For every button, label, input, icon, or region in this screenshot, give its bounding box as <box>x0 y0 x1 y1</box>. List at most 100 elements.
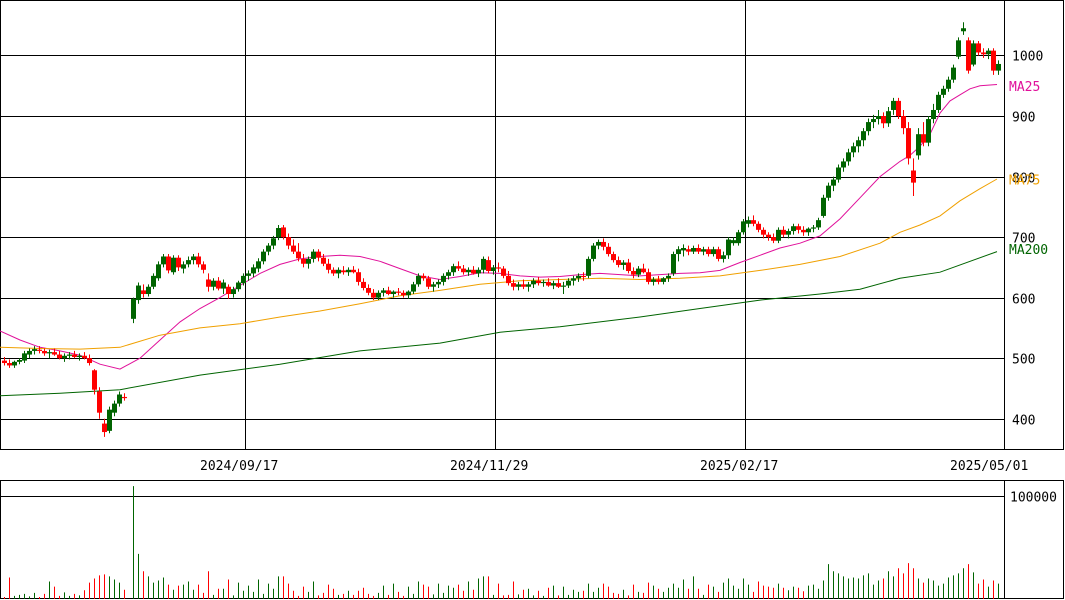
candle <box>931 103 936 124</box>
candle <box>221 279 226 295</box>
candle-body <box>401 292 406 296</box>
candle-body <box>946 79 951 89</box>
candle-body <box>791 226 796 232</box>
candle <box>896 97 901 120</box>
candle-body <box>62 355 67 359</box>
candle <box>141 284 146 298</box>
candle <box>117 391 122 407</box>
candle-body <box>356 272 361 282</box>
candle-body <box>57 354 62 359</box>
candle-body <box>451 266 456 273</box>
candle <box>261 249 266 265</box>
ma-label-ma25: MA25 <box>1009 80 1040 95</box>
candle-body <box>616 260 621 265</box>
candle-body <box>77 355 82 357</box>
candle-body <box>636 268 641 275</box>
candle <box>281 225 286 240</box>
candle-body <box>146 286 151 295</box>
candle <box>316 249 321 262</box>
candle <box>916 128 921 160</box>
candle-body <box>186 260 191 265</box>
candle <box>596 239 601 250</box>
candle-body <box>47 352 52 354</box>
candle <box>491 264 496 275</box>
candle <box>641 263 646 274</box>
date-grid <box>245 0 746 449</box>
candle <box>406 290 411 299</box>
candle-body <box>776 229 781 241</box>
candle <box>471 266 476 275</box>
candle <box>801 226 806 236</box>
candle <box>416 273 421 287</box>
candle-body <box>416 275 421 285</box>
candle-body <box>236 282 241 290</box>
candle <box>32 346 37 355</box>
candle-body <box>511 283 516 287</box>
candle <box>97 387 102 419</box>
candle-body <box>916 134 921 156</box>
candle <box>72 350 77 359</box>
candle <box>806 227 811 236</box>
candle <box>386 286 391 296</box>
candle-body <box>631 271 636 275</box>
candle <box>666 273 671 282</box>
candle <box>82 352 87 360</box>
candle <box>981 48 986 58</box>
candle <box>112 400 117 417</box>
candle <box>836 164 841 183</box>
candle <box>946 76 951 92</box>
candle-body <box>596 241 601 246</box>
candle <box>486 256 491 274</box>
candle-body <box>271 238 276 246</box>
candle-body <box>601 241 606 247</box>
candle-body <box>251 267 256 274</box>
candle-body <box>346 269 351 273</box>
candle <box>886 106 891 127</box>
candle <box>411 281 416 295</box>
candle <box>521 279 526 290</box>
candle-body <box>141 290 146 295</box>
candle-body <box>691 248 696 252</box>
candle <box>166 254 171 274</box>
candle-body <box>796 226 801 230</box>
candle <box>816 217 821 230</box>
candle <box>656 275 661 285</box>
volume-tick-labels: 100000 <box>1010 491 1057 506</box>
candle-body <box>701 249 706 252</box>
candle-body <box>881 116 886 124</box>
candle-body <box>466 269 471 273</box>
candle-body <box>956 40 961 57</box>
candle <box>22 350 27 364</box>
candle <box>636 266 641 278</box>
candle-body <box>226 286 231 295</box>
candle-body <box>376 292 381 298</box>
candle-body <box>52 352 57 355</box>
candle <box>131 297 136 324</box>
candle <box>651 277 656 286</box>
candle-body <box>976 43 981 53</box>
candle <box>391 290 396 298</box>
candle <box>136 282 141 304</box>
candle <box>991 48 996 75</box>
candle <box>646 268 651 285</box>
candle-body <box>911 170 916 183</box>
candle-body <box>396 291 401 293</box>
candle-body <box>461 268 466 273</box>
candle <box>961 22 966 35</box>
candle-body <box>766 234 771 238</box>
candle-body <box>706 249 711 255</box>
candle <box>906 122 911 165</box>
candle-body <box>866 122 871 132</box>
candle <box>446 269 451 280</box>
candle <box>151 273 156 290</box>
candle <box>107 406 112 434</box>
candle <box>761 227 766 239</box>
candle <box>181 261 186 274</box>
candle-body <box>411 284 416 292</box>
candle <box>951 64 956 83</box>
candle-body <box>576 275 581 279</box>
candle <box>246 270 251 281</box>
candle <box>661 277 666 285</box>
candle-body <box>331 269 336 274</box>
candle <box>37 346 42 354</box>
